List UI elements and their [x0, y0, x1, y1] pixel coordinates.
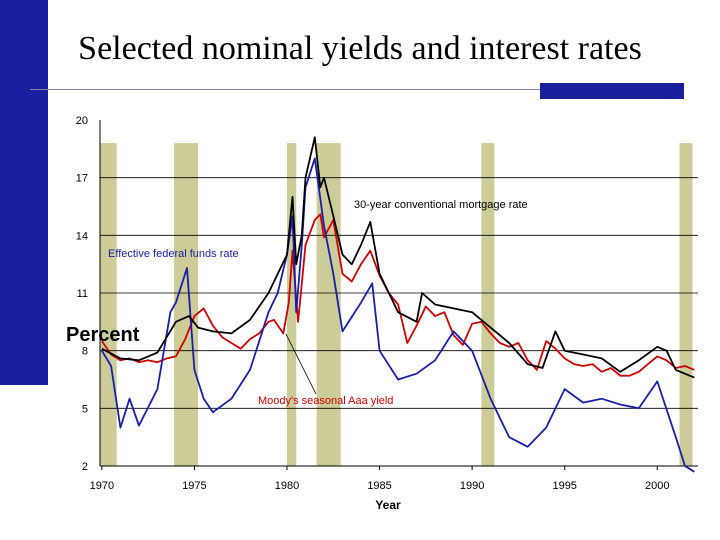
annotation-leader-line [285, 333, 317, 395]
y-tick-label: 17 [76, 173, 88, 185]
decorative-accent-box [540, 83, 684, 99]
y-tick-label: 5 [82, 403, 88, 415]
x-tick-label: 1975 [182, 480, 206, 492]
y-tick-label: 14 [76, 230, 88, 242]
x-axis-title: Year [375, 498, 401, 512]
x-tick-labels: 1970 1975 1980 1985 1990 1995 2000 [90, 480, 670, 492]
axes [99, 120, 698, 470]
y-tick-label: 8 [82, 346, 88, 358]
title-divider [30, 89, 640, 90]
series-line-fed_funds [101, 157, 695, 473]
recession-band [174, 143, 199, 467]
x-tick-label: 1990 [460, 480, 484, 492]
recession-band [286, 143, 297, 467]
series-lines [101, 136, 695, 473]
recession-band [679, 143, 693, 467]
x-tick-label: 1980 [275, 480, 299, 492]
grid-lines [100, 177, 698, 409]
annotation-mortgage: 30-year conventional mortgage rate [354, 199, 528, 211]
y-tick-labels: 2 5 8 11 14 17 20 [76, 115, 88, 473]
y-tick-label: 2 [82, 461, 88, 473]
annotation-aaa: Moody's seasonal Aaa yield [258, 395, 393, 407]
series-line-mortgage [101, 136, 695, 379]
recession-band [100, 143, 117, 467]
y-tick-label: 11 [77, 288, 88, 300]
recession-band [481, 143, 495, 467]
x-tick-label: 1995 [552, 480, 576, 492]
slide-title: Selected nominal yields and interest rat… [78, 30, 642, 67]
y-axis-title: Percent [66, 324, 140, 346]
recession-bands [100, 143, 693, 467]
y-tick-label: 20 [76, 115, 88, 127]
decorative-left-bar [0, 0, 48, 385]
x-tick-label: 1985 [367, 480, 391, 492]
annotation-fed_funds: Effective federal funds rate [108, 248, 239, 260]
x-tick-label: 2000 [645, 480, 669, 492]
x-tick-label: 1970 [90, 480, 114, 492]
annotations: 30-year conventional mortgage rate Effect… [108, 199, 528, 407]
